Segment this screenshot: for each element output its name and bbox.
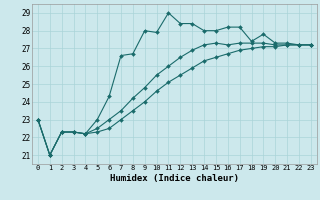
X-axis label: Humidex (Indice chaleur): Humidex (Indice chaleur): [110, 174, 239, 183]
